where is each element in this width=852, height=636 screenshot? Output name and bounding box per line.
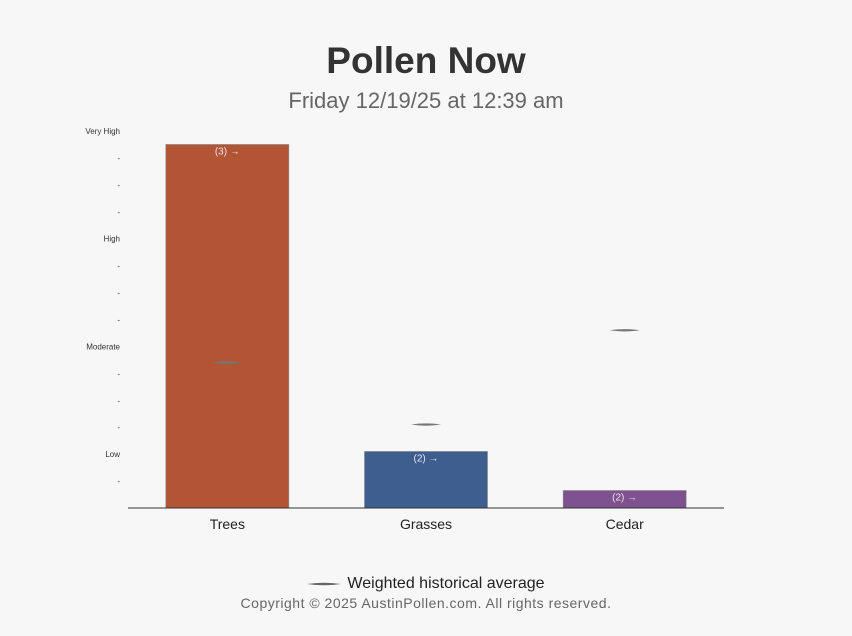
y-tick-label: High [104,235,120,244]
legend-label: Weighted historical average [347,575,545,592]
average-marker-cedar [609,329,640,332]
y-tick-label: - [117,208,120,217]
average-marker-trees [212,361,243,364]
bar-label-grasses: (2) → [414,453,439,464]
legend: Weighted historical average [0,575,852,593]
y-tick-label: - [117,289,120,298]
y-tick-label: - [117,477,120,486]
y-tick-label: - [117,396,120,405]
y-tick-label: Moderate [86,342,120,351]
bar-labels-group: (3) → (2) → (2) → [215,146,637,503]
y-tick-label: - [117,262,120,271]
bar-label-cedar: (2) → [612,492,637,503]
y-tick-label: - [117,369,120,378]
chart-title: Pollen Now [326,40,526,81]
copyright-text: Copyright © 2025 AustinPollen.com. All r… [240,595,612,611]
x-tick-trees: Trees [210,516,245,532]
y-tick-label: - [117,423,120,432]
y-tick-label: - [117,154,120,163]
y-tick-label: Very High [85,127,120,136]
y-tick-label: Low [105,450,120,459]
average-markers-group [212,329,640,426]
pollen-bar-chart: (3) →(2) →(2) → -Low---Moderate---High--… [85,127,724,532]
legend-average-swatch [307,582,342,586]
x-tick-grasses: Grasses [400,516,452,532]
bar-grasses [364,451,488,509]
y-axis-ticks: - Low - - - Moderate - - - High - - - Very High [85,127,120,486]
y-tick-label: - [117,316,120,325]
bar-label-trees: (3) → [215,146,240,157]
y-tick-label: - [117,181,120,190]
average-marker-grasses [411,423,441,426]
x-tick-cedar: Cedar [606,516,644,532]
bars-group [165,144,687,509]
bar-trees [165,144,290,509]
x-axis-ticks: Trees Grasses Cedar [210,516,644,532]
chart-subtitle: Friday 12/19/25 at 12:39 am [288,88,564,113]
